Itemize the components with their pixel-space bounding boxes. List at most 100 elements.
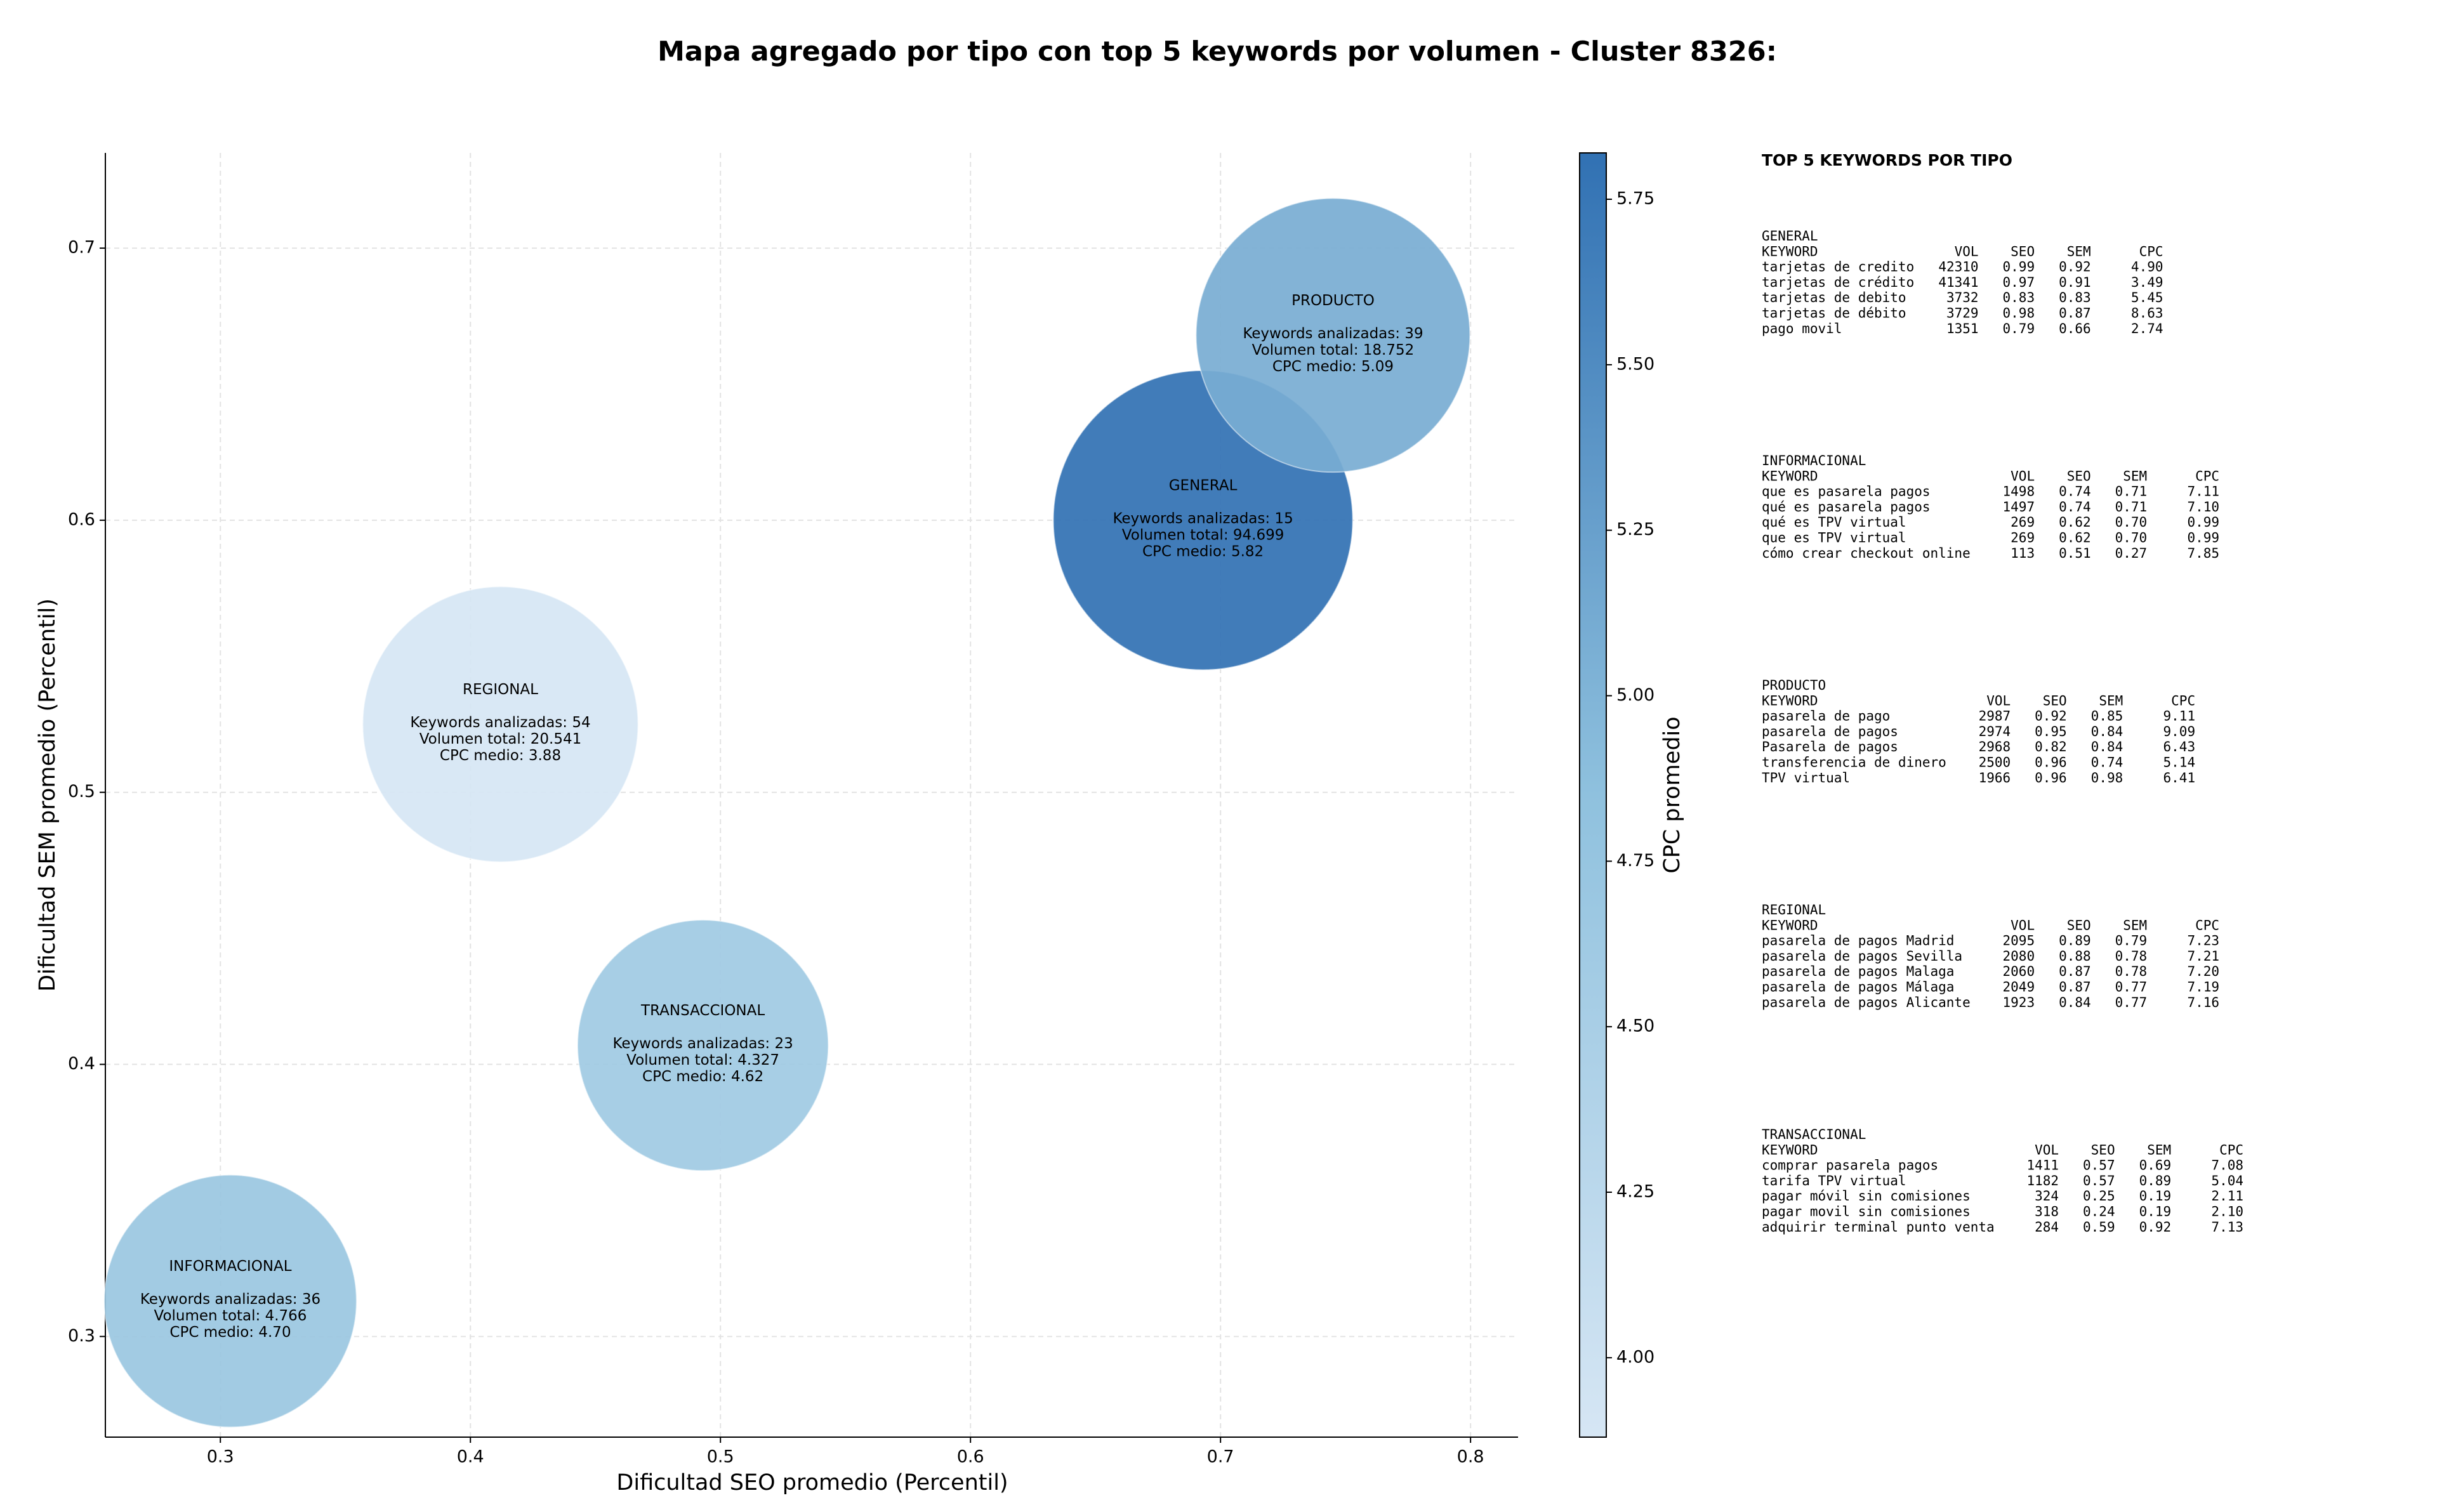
- table-cell: tarjetas de credito: [1762, 260, 1914, 275]
- table-header: VOL: [2011, 917, 2035, 933]
- table-cell: tarjetas de crédito: [1762, 275, 1914, 290]
- table-cell: 0.92: [2059, 260, 2091, 275]
- chart-title: Mapa agregado por tipo con top 5 keyword…: [657, 36, 1777, 68]
- table-cell: 4.90: [2131, 260, 2163, 275]
- table-cell: 5.14: [2163, 755, 2196, 770]
- table-cell: pagar movil sin comisiones: [1762, 1204, 1971, 1219]
- table-cell: 0.62: [2059, 530, 2091, 546]
- colorbar-tick-label: 5.00: [1616, 685, 1654, 705]
- table-cell: 1498: [2003, 484, 2035, 499]
- colorbar-tick-label: 4.75: [1616, 851, 1654, 871]
- bubble-label: Volumen total: 4.327: [626, 1052, 779, 1068]
- table-cell: 9.11: [2163, 709, 2196, 724]
- table-header: CPC: [2195, 468, 2219, 483]
- table-cell: 7.19: [2187, 980, 2219, 995]
- table-cell: 284: [2035, 1219, 2059, 1235]
- table-cell: 7.08: [2211, 1158, 2243, 1173]
- bubble-label: CPC medio: 4.70: [169, 1324, 291, 1341]
- table-cell: 8.63: [2131, 306, 2163, 321]
- table-header: KEYWORD: [1762, 244, 1818, 259]
- bubble-label: Volumen total: 94.699: [1122, 527, 1285, 543]
- section-name: PRODUCTO: [1762, 678, 1826, 693]
- table-header: CPC: [2195, 917, 2219, 933]
- bubble-label: Volumen total: 4.766: [154, 1308, 307, 1324]
- table-cell: 0.83: [2059, 290, 2091, 305]
- table-cell: 5.04: [2211, 1173, 2243, 1188]
- table-cell: 1351: [1946, 321, 1979, 336]
- table-header: KEYWORD: [1762, 917, 1818, 933]
- table-cell: 0.88: [2059, 949, 2091, 964]
- table-cell: 5.45: [2131, 290, 2163, 305]
- bubble-label: REGIONAL: [463, 681, 538, 698]
- table-cell: 0.98: [2003, 306, 2035, 321]
- table-cell: tarifa TPV virtual: [1762, 1173, 1906, 1188]
- table-cell: pasarela de pagos Madrid: [1762, 933, 1954, 949]
- table-header: SEO: [2067, 917, 2091, 933]
- table-cell: 0.57: [2083, 1173, 2115, 1188]
- table-cell: 0.59: [2083, 1219, 2115, 1235]
- colorbar-tick-label: 5.50: [1616, 354, 1654, 374]
- table-cell: 0.74: [2091, 755, 2123, 770]
- table-header: KEYWORD: [1762, 1142, 1818, 1157]
- table-cell: 1182: [2026, 1173, 2059, 1188]
- table-cell: pasarela de pagos Málaga: [1762, 980, 1954, 995]
- x-tick-label: 0.3: [207, 1447, 234, 1467]
- table-cell: 0.99: [2187, 530, 2219, 546]
- colorbar-label: CPC promedio: [1660, 716, 1685, 873]
- bubble-label: Keywords analizadas: 36: [140, 1291, 320, 1308]
- bubble-label: INFORMACIONAL: [169, 1258, 291, 1275]
- table-cell: 0.77: [2115, 980, 2148, 995]
- table-cell: 0.79: [2115, 933, 2148, 949]
- y-tick-label: 0.4: [68, 1054, 95, 1074]
- table-cell: comprar pasarela pagos: [1762, 1158, 1938, 1173]
- table-header: VOL: [1955, 244, 1979, 259]
- table-cell: 0.92: [2139, 1219, 2172, 1235]
- bubble: [1195, 197, 1471, 473]
- table-cell: 1497: [2003, 499, 2035, 515]
- bubble-label: CPC medio: 4.62: [642, 1068, 763, 1085]
- table-cell: 7.23: [2187, 933, 2219, 949]
- y-tick-label: 0.7: [68, 238, 95, 258]
- x-tick-label: 0.6: [957, 1447, 984, 1467]
- bubble-label: CPC medio: 3.88: [440, 747, 561, 764]
- table-cell: 7.21: [2187, 949, 2219, 964]
- table-cell: 1923: [2003, 995, 2035, 1010]
- table-cell: 113: [2011, 546, 2035, 561]
- table-cell: 2.11: [2211, 1188, 2243, 1204]
- bubble-label: CPC medio: 5.82: [1142, 543, 1264, 560]
- x-tick-label: 0.8: [1457, 1447, 1484, 1467]
- table-cell: 3.49: [2131, 275, 2163, 290]
- table-cell: 7.20: [2187, 964, 2219, 979]
- table-header: SEO: [2043, 693, 2067, 708]
- table-cell: 0.82: [2035, 739, 2067, 754]
- table-cell: 0.19: [2139, 1204, 2172, 1219]
- table-cell: pasarela de pagos Alicante: [1762, 995, 1971, 1010]
- table-cell: cómo crear checkout online: [1762, 546, 1971, 561]
- table-cell: 269: [2011, 515, 2035, 530]
- table-cell: 1411: [2026, 1158, 2059, 1173]
- table-cell: 0.85: [2091, 709, 2123, 724]
- table-cell: 6.41: [2163, 770, 2196, 786]
- table-cell: 0.70: [2115, 530, 2148, 546]
- table-cell: 0.24: [2083, 1204, 2115, 1219]
- bubble: [362, 586, 639, 863]
- table-cell: 0.87: [2059, 980, 2091, 995]
- table-cell: 0.51: [2059, 546, 2091, 561]
- table-header: CPC: [2139, 244, 2163, 259]
- table-cell: 0.74: [2059, 484, 2091, 499]
- y-tick-label: 0.6: [68, 509, 95, 529]
- table-cell: 0.96: [2035, 755, 2067, 770]
- colorbar: [1579, 152, 1607, 1438]
- table-cell: 0.84: [2091, 724, 2123, 739]
- colorbar-tick-label: 4.00: [1616, 1347, 1654, 1367]
- table-cell: pasarela de pagos: [1762, 724, 1898, 739]
- panel-title: TOP 5 KEYWORDS POR TIPO: [1762, 151, 2012, 169]
- table-cell: 9.09: [2163, 724, 2196, 739]
- table-header: KEYWORD: [1762, 468, 1818, 483]
- table-cell: 0.77: [2115, 995, 2148, 1010]
- table-cell: 0.71: [2115, 499, 2148, 515]
- table-cell: 7.16: [2187, 995, 2219, 1010]
- table-cell: 41341: [1938, 275, 1978, 290]
- table-cell: pasarela de pagos Sevilla: [1762, 949, 1962, 964]
- table-header: SEO: [2091, 1142, 2115, 1157]
